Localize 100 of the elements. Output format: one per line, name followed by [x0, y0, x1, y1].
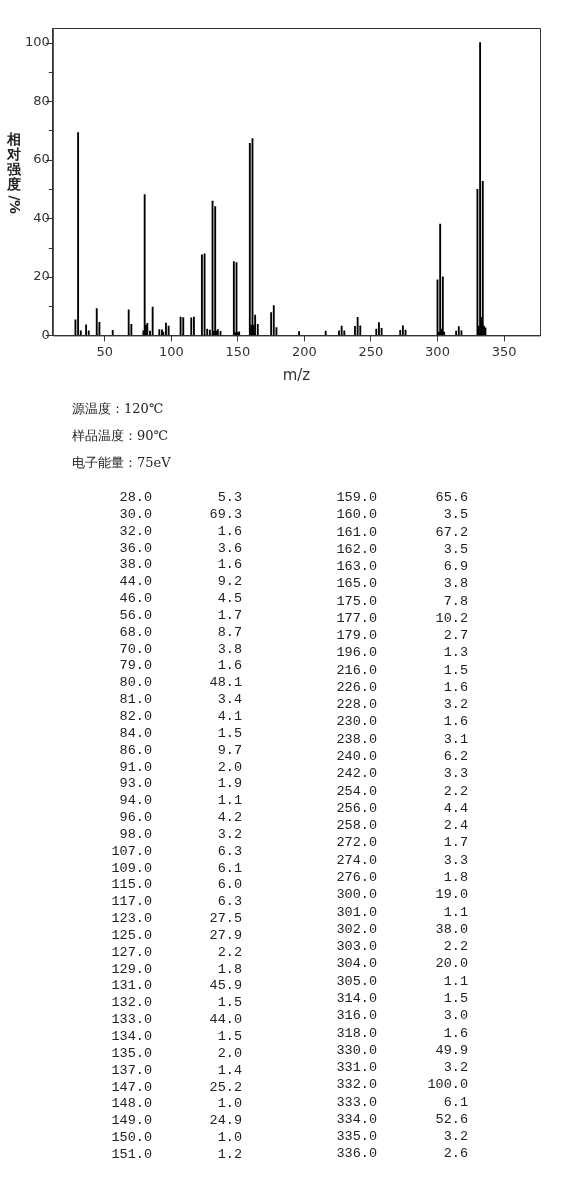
category-label: 177.0	[335, 610, 377, 628]
category-label: 163.0	[335, 559, 377, 576]
category-label: 30.0	[118, 506, 152, 524]
text: 1.1	[443, 973, 468, 989]
text: 3.3	[443, 852, 468, 868]
category-label: 79.0	[118, 658, 152, 676]
category-label: 238.0	[335, 731, 377, 749]
category-label: 123.0	[110, 911, 152, 928]
text: 1.5	[443, 662, 468, 678]
text: 样品温度：90℃	[72, 427, 170, 445]
text: 3.1	[443, 731, 468, 747]
text: 4.2	[217, 810, 242, 826]
text: 4.1	[217, 708, 242, 724]
text: 3.2	[443, 697, 468, 713]
text: 2.4	[443, 818, 468, 834]
text: 45.9	[209, 978, 242, 994]
text: 1.6	[217, 523, 242, 539]
category-label: 300.0	[335, 887, 377, 905]
category-label: 96.0	[118, 810, 152, 827]
category-label: 129.0	[110, 961, 152, 979]
text: 3.4	[217, 692, 242, 708]
text: 6.3	[217, 843, 242, 859]
category-label: 335.0	[335, 1129, 377, 1147]
text: 源温度：120℃	[72, 400, 165, 418]
category-label: 147.0	[110, 1079, 152, 1097]
text: 2.0	[217, 759, 242, 775]
category-label: 70.0	[118, 641, 152, 659]
text: 1.5	[443, 990, 468, 1006]
text: 1.6	[217, 557, 242, 573]
category-label: 56.0	[118, 607, 152, 625]
text: 1.6	[443, 679, 468, 695]
category-label: 82.0	[118, 708, 152, 726]
category-label: 131.0	[110, 978, 152, 996]
category-label: 149.0	[110, 1113, 152, 1131]
text: 1.1	[443, 904, 468, 920]
category-label: 216.0	[335, 662, 377, 680]
x-tick-label: 50	[96, 343, 113, 359]
category-label: 305.0	[335, 973, 377, 991]
category-label: 115.0	[110, 877, 152, 895]
category-label: 32.0	[118, 523, 152, 541]
text: 6.2	[443, 749, 468, 764]
text: 6.3	[217, 894, 242, 910]
text: 1.9	[217, 776, 242, 792]
category-label: 109.0	[110, 860, 152, 878]
category-label: 196.0	[335, 645, 377, 663]
text: 100.0	[427, 1077, 468, 1093]
text: 27.5	[209, 911, 242, 927]
category-label: 258.0	[335, 818, 377, 835]
category-label: 302.0	[335, 921, 377, 939]
category-label: 161.0	[335, 524, 377, 542]
x-tick-label: 250	[358, 343, 384, 359]
text: 1.7	[217, 607, 242, 623]
category-label: 274.0	[335, 852, 377, 870]
x-tick-label: 350	[491, 343, 517, 359]
text: 48.1	[209, 675, 242, 691]
text: 3.8	[217, 641, 242, 657]
text: 1.8	[443, 869, 468, 885]
category-label: 228.0	[335, 697, 377, 715]
category-label: 318.0	[335, 1025, 377, 1043]
category-label: 242.0	[335, 766, 377, 784]
category-label: 301.0	[335, 904, 377, 922]
text: 1.6	[443, 714, 468, 730]
category-label: 151.0	[110, 1146, 152, 1164]
y-tick-label: 0	[41, 326, 50, 342]
text: 49.9	[435, 1042, 468, 1058]
text: 5.3	[217, 490, 242, 505]
category-label: 134.0	[110, 1029, 152, 1046]
category-label: 28.0	[118, 490, 152, 507]
text: 3.0	[443, 1008, 468, 1024]
text: 2.2	[217, 944, 242, 960]
text: 6.9	[443, 559, 468, 575]
y-tick-label: 20	[33, 268, 50, 284]
y-axis-title: 相对强度/%	[6, 130, 24, 215]
x-tick-label: 150	[225, 343, 251, 359]
category-label: 303.0	[335, 939, 377, 956]
text: 1.0	[217, 1096, 242, 1112]
y-tick-label: 80	[33, 92, 50, 108]
x-tick-label: 300	[425, 343, 450, 359]
category-label: 137.0	[110, 1062, 152, 1080]
text: 3.3	[443, 766, 468, 782]
text: 19.0	[435, 887, 468, 903]
category-label: 314.0	[335, 990, 377, 1008]
category-label: 86.0	[118, 742, 152, 760]
category-label: 304.0	[335, 956, 377, 974]
category-label: 331.0	[335, 1060, 377, 1077]
category-label: 84.0	[118, 725, 152, 743]
text: 3.2	[217, 826, 242, 842]
category-label: 336.0	[335, 1146, 377, 1164]
category-label: 107.0	[110, 843, 152, 861]
text: 3.5	[443, 507, 468, 523]
text: 1.2	[217, 1146, 242, 1162]
text: 7.8	[443, 593, 468, 609]
text: 4.4	[443, 800, 468, 816]
category-label: 135.0	[110, 1045, 152, 1063]
text: 3.5	[443, 541, 468, 557]
text: 1.1	[217, 793, 242, 809]
text: 1.3	[443, 645, 468, 661]
category-label: 230.0	[335, 714, 377, 732]
text: 1.0	[217, 1130, 242, 1146]
category-label: 162.0	[335, 541, 377, 559]
